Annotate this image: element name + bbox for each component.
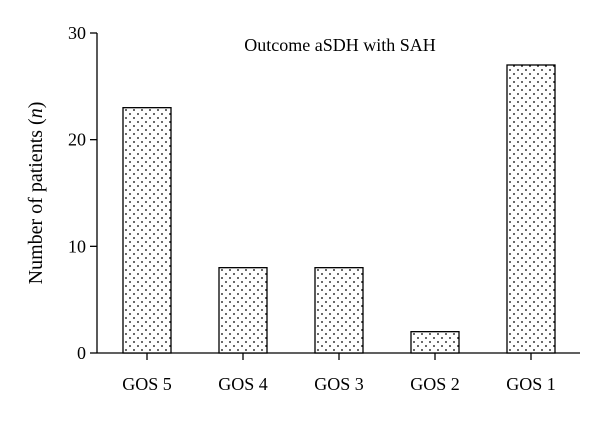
y-tick-label: 20	[68, 130, 86, 150]
x-tick-label: GOS 3	[314, 374, 364, 394]
x-tick-label: GOS 1	[506, 374, 556, 394]
y-tick-label: 0	[77, 343, 86, 363]
y-tick-label: 30	[68, 23, 86, 43]
x-tick-label: GOS 2	[410, 374, 460, 394]
y-axis-title-suffix: )	[25, 102, 47, 109]
y-axis-title-italic: n	[25, 108, 47, 118]
bar	[410, 331, 460, 354]
bar	[218, 267, 268, 354]
bar	[122, 107, 172, 354]
y-tick-label: 10	[68, 236, 86, 256]
bars	[122, 64, 556, 354]
y-axis-title-prefix: Number of patients (	[25, 118, 47, 284]
x-tick-label: GOS 4	[218, 374, 268, 394]
chart-title: Outcome aSDH with SAH	[244, 35, 436, 55]
x-tick-label: GOS 5	[122, 374, 172, 394]
y-axis-title: Number of patients (n)	[25, 102, 47, 285]
x-ticks: GOS 5 GOS 4 GOS 3 GOS 2 GOS 1	[122, 353, 556, 394]
bar	[506, 64, 556, 354]
bar	[314, 267, 364, 354]
y-ticks: 0 10 20 30	[68, 23, 97, 363]
